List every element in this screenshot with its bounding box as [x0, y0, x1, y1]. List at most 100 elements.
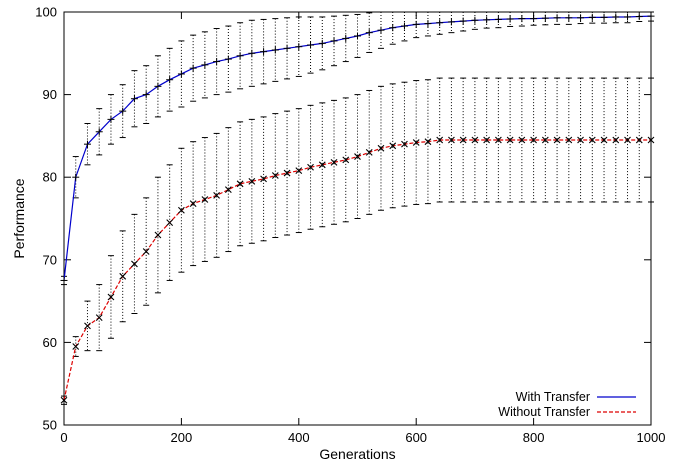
y-tick-label: 100 — [35, 5, 57, 20]
x-tick-label: 400 — [288, 430, 310, 445]
cross-marker-b — [553, 136, 561, 144]
cross-marker — [518, 136, 526, 144]
cross-marker — [483, 136, 491, 144]
cross-marker-b — [201, 196, 209, 203]
cross-marker-b — [588, 136, 596, 144]
x-tick-label: 800 — [523, 430, 545, 445]
cross-marker-b — [518, 136, 526, 144]
cross-marker-b — [342, 156, 350, 164]
cross-marker — [471, 136, 479, 144]
x-tick-label: 0 — [60, 430, 67, 445]
cross-marker — [84, 322, 91, 330]
cross-marker — [178, 206, 185, 214]
error-bar — [601, 11, 608, 24]
cross-marker-b — [530, 136, 537, 144]
plus-marker — [541, 14, 549, 22]
cross-marker — [365, 149, 373, 156]
cross-marker — [295, 167, 303, 174]
plus-marker — [119, 107, 127, 115]
cross-marker-b — [330, 158, 338, 166]
cross-marker-b — [107, 293, 115, 301]
cross-marker — [436, 136, 444, 144]
cross-marker — [224, 186, 232, 193]
error-bar — [554, 77, 561, 203]
plus-marker — [354, 32, 361, 40]
plus-marker — [236, 52, 244, 60]
error-bar — [507, 11, 514, 27]
error-bar — [131, 70, 138, 128]
error-bar — [272, 113, 279, 238]
plus-marker — [553, 14, 561, 22]
legend: With Transfer Without Transfer — [498, 390, 636, 419]
plus-marker — [400, 22, 408, 30]
cross-marker-b — [389, 142, 397, 150]
error-bar — [107, 255, 114, 339]
error-bar — [61, 395, 67, 405]
cross-marker — [72, 343, 80, 350]
y-tick-label: 70 — [43, 252, 57, 267]
plus-marker — [377, 26, 385, 34]
cross-marker-b — [60, 396, 68, 404]
error-bar — [612, 11, 619, 24]
cross-marker-b — [635, 136, 643, 144]
cross-marker-b — [483, 136, 491, 144]
cross-marker-b — [260, 175, 267, 183]
plus-marker — [83, 140, 91, 148]
error-bar — [225, 127, 232, 253]
cross-marker-b — [471, 136, 479, 144]
plus-marker — [201, 61, 209, 69]
cross-marker — [448, 136, 455, 144]
plus-marker — [342, 34, 350, 42]
error-bar — [612, 77, 619, 203]
plus-marker — [600, 13, 608, 21]
error-bar — [260, 18, 267, 85]
error-bar — [577, 77, 584, 203]
error-bar — [389, 83, 396, 209]
cross-marker-b — [84, 322, 91, 330]
cross-marker-b — [377, 144, 385, 152]
cross-marker-b — [459, 136, 467, 144]
plus-marker — [483, 16, 491, 24]
cross-marker-b — [412, 139, 420, 146]
x-tick-label: 200 — [171, 430, 193, 445]
error-bar — [295, 16, 302, 77]
error-bar — [284, 110, 291, 236]
error-bar — [342, 14, 349, 63]
cross-marker — [541, 136, 549, 144]
plus-marker — [271, 46, 279, 54]
cross-marker — [577, 136, 584, 144]
cross-marker — [107, 293, 115, 301]
x-tick-label: 1000 — [637, 430, 666, 445]
error-bar — [589, 77, 596, 203]
error-bar — [530, 77, 537, 203]
cross-marker-b — [401, 140, 408, 148]
cross-marker — [565, 136, 573, 144]
cross-marker — [131, 260, 138, 268]
cross-marker — [459, 136, 467, 144]
error-bar — [495, 77, 502, 203]
cross-marker — [271, 172, 279, 179]
cross-marker-b — [131, 260, 138, 268]
error-bar — [237, 121, 244, 247]
error-bar — [96, 108, 103, 156]
error-bar — [201, 137, 208, 262]
error-bar — [565, 77, 572, 203]
cross-marker-b — [224, 186, 232, 193]
error-bar — [448, 77, 455, 203]
cross-marker-b — [506, 136, 514, 144]
error-bar — [213, 132, 220, 258]
error-bar — [131, 213, 138, 314]
plus-marker — [588, 13, 596, 21]
error-bar — [636, 11, 643, 22]
plus-marker — [471, 16, 479, 24]
plus-marker — [72, 173, 80, 181]
plus-marker — [447, 18, 455, 26]
error-bar — [84, 123, 91, 166]
plus-marker — [142, 91, 150, 99]
cross-marker-b — [494, 136, 502, 144]
cross-marker — [377, 144, 385, 152]
cross-marker — [647, 136, 655, 144]
cross-marker-b — [624, 136, 631, 144]
series-line-with-transfer — [63, 15, 652, 281]
cross-marker-b — [541, 136, 549, 144]
